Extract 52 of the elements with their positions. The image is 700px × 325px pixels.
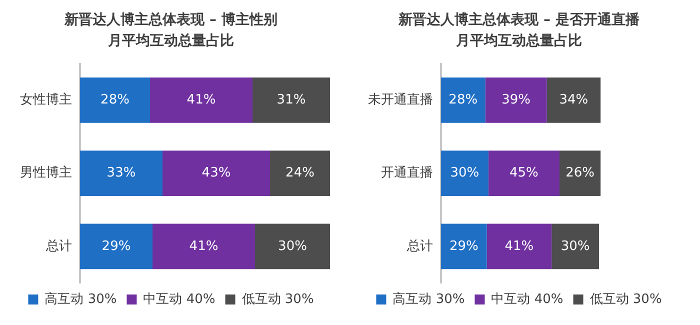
data-label: 45%: [509, 166, 538, 181]
bar: [560, 150, 601, 196]
data-label: 24%: [286, 166, 314, 181]
data-label: 41%: [504, 238, 534, 254]
data-label: 43%: [202, 166, 231, 181]
bar: [80, 150, 162, 196]
data-label: 41%: [189, 238, 218, 254]
bar: [485, 77, 547, 123]
legend-label: 高互动 30%: [44, 290, 117, 307]
data-label: 30%: [450, 166, 480, 181]
bar: [162, 150, 270, 196]
y-tick-label: 总计: [406, 238, 433, 254]
bar: [252, 77, 330, 123]
y-tick-label: 女性博主: [20, 92, 72, 108]
bar: [441, 150, 488, 196]
legend-label: 低互动 30%: [242, 292, 314, 307]
data-label: 30%: [278, 238, 307, 254]
bar: [486, 224, 552, 270]
legend-label: 中互动 40%: [491, 292, 564, 307]
data-label: 29%: [449, 238, 478, 254]
bar: [152, 224, 255, 270]
bar: [80, 77, 150, 123]
bar: [441, 77, 486, 123]
y-tick-label: 男性博主: [20, 164, 72, 181]
data-label: 41%: [186, 92, 216, 108]
data-label: 30%: [560, 238, 590, 254]
chart-subtitle: 月平均互动总量占比: [107, 32, 234, 49]
legend-label: 中互动 40%: [143, 292, 216, 307]
data-label: 34%: [559, 92, 588, 108]
data-label: 29%: [102, 238, 131, 254]
bar: [150, 77, 252, 123]
legend-label: 低互动 30%: [590, 292, 662, 307]
data-label: 31%: [276, 92, 306, 108]
data-label: 33%: [106, 166, 136, 181]
chart-subtitle: 月平均互动总量占比: [455, 32, 582, 49]
bar: [552, 224, 599, 270]
chart-title: 新晋达人博主总体表现 – 博主性别: [64, 11, 278, 28]
y-tick-label: 开通直播: [381, 166, 433, 181]
legend-label: 高互动 30%: [392, 290, 465, 307]
data-label: 28%: [448, 92, 478, 108]
data-label: 39%: [502, 92, 531, 108]
y-tick-label: 总计: [45, 238, 72, 254]
bar: [270, 150, 330, 196]
y-tick-label: 未开通直播: [368, 92, 433, 108]
bar: [488, 150, 560, 196]
bar: [80, 224, 152, 270]
bar: [546, 77, 601, 123]
data-label: 26%: [566, 166, 594, 181]
chart-title: 新晋达人博主总体表现 – 是否开通直播: [398, 11, 640, 28]
bar: [441, 224, 487, 270]
bar: [255, 224, 330, 270]
data-label: 28%: [100, 92, 130, 108]
